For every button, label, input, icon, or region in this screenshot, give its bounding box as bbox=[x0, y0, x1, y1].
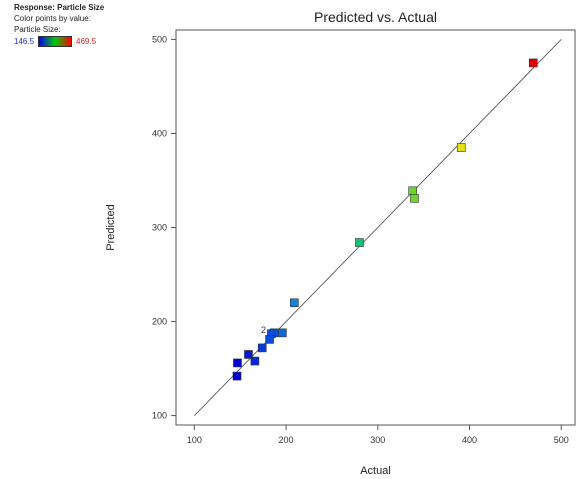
y-tick-label: 300 bbox=[152, 223, 167, 233]
legend-response-title: Response: Particle Size bbox=[14, 3, 105, 12]
legend-max-label: 469.5 bbox=[76, 37, 97, 46]
y-tick-label: 500 bbox=[152, 34, 167, 44]
data-point bbox=[232, 371, 242, 381]
data-point bbox=[257, 343, 267, 353]
y-tick-label: 200 bbox=[152, 317, 167, 327]
y-axis-label: Predicted bbox=[105, 204, 117, 250]
legend-color-mode: Color points by value: bbox=[14, 14, 91, 23]
chart-title: Predicted vs. Actual bbox=[314, 9, 437, 25]
data-point bbox=[233, 358, 242, 368]
data-point bbox=[410, 194, 419, 203]
legend: Response: Particle Size Color points by … bbox=[14, 2, 104, 47]
x-tick-label: 300 bbox=[370, 435, 385, 445]
legend-color-scale: 146.5 469.5 bbox=[14, 36, 104, 47]
data-point bbox=[408, 186, 417, 196]
data-point bbox=[278, 328, 287, 338]
data-point bbox=[456, 143, 466, 152]
x-axis-label: Actual bbox=[360, 465, 391, 477]
point-count-annotation: 2 bbox=[261, 325, 266, 335]
y-tick-label: 400 bbox=[152, 128, 167, 138]
data-point bbox=[355, 238, 364, 247]
legend-min-label: 146.5 bbox=[14, 37, 35, 46]
x-tick-label: 200 bbox=[279, 435, 294, 445]
x-tick-label: 400 bbox=[462, 435, 477, 445]
data-point bbox=[250, 356, 260, 366]
data-point bbox=[244, 350, 253, 359]
x-tick-label: 500 bbox=[554, 435, 569, 445]
axis-ticks: 100 200 300 400 500 100 200 300 400 500 bbox=[152, 34, 569, 445]
data-point bbox=[528, 58, 538, 68]
legend-gradient-bar bbox=[38, 36, 73, 47]
legend-variable: Particle Size: bbox=[14, 25, 61, 34]
data-points bbox=[232, 58, 538, 381]
data-point bbox=[265, 335, 274, 344]
data-point bbox=[290, 298, 299, 308]
y-tick-label: 100 bbox=[152, 411, 167, 421]
reference-line bbox=[194, 39, 562, 416]
x-tick-label: 100 bbox=[187, 435, 202, 445]
